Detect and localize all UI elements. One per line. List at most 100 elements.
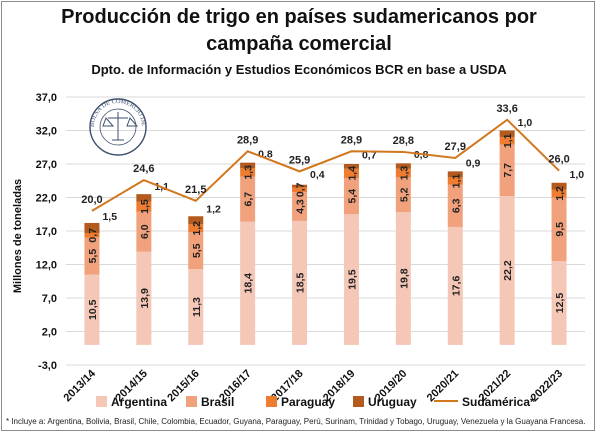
chart-title-line1: Producción de trigo en países sudamerica… (61, 6, 537, 28)
segment-label-argentina: 17,6 (450, 276, 462, 297)
segment-label-argentina: 13,9 (139, 288, 151, 309)
total-label: 27,9 (445, 141, 466, 153)
y-tick-label: 7,0 (42, 293, 57, 305)
y-tick-label: 17,0 (36, 226, 57, 238)
segment-label-argentina: 10,5 (87, 299, 99, 320)
bar-paraguay (551, 189, 567, 198)
bar-brasil (499, 144, 515, 197)
bar-paraguay (136, 201, 152, 212)
segment-label-brasil: 6,3 (450, 198, 462, 213)
bar-argentina (188, 269, 204, 345)
bar-uruguay (136, 194, 152, 202)
bar-paraguay (292, 187, 308, 193)
bar-argentina (136, 251, 152, 345)
svg-text:BOLSA DE COMERCIO DE ROSARIO: BOLSA DE COMERCIO DE ROSARIO (0, 0, 147, 128)
bar-argentina (292, 220, 308, 345)
segment-label-brasil: 4,3 (295, 199, 307, 214)
bar-argentina (447, 226, 463, 345)
total-label: 21,5 (185, 184, 206, 196)
segment-label-paraguay: 1,3 (398, 166, 410, 181)
bar-argentina (343, 214, 359, 345)
segment-label-argentina: 18,4 (243, 273, 255, 294)
segment-label-argentina: 19,5 (346, 269, 358, 290)
segment-label-brasil: 5,2 (398, 187, 410, 202)
segment-label-uruguay: 0,4 (310, 169, 325, 181)
bar-brasil (447, 184, 463, 227)
segment-label-uruguay: 0,9 (466, 157, 481, 169)
total-label: 24,6 (133, 163, 154, 175)
segment-label-brasil: 5,4 (346, 189, 358, 204)
segment-label-paraguay: 1,4 (346, 166, 358, 181)
bar-paraguay (84, 233, 100, 238)
bar-uruguay (292, 184, 308, 188)
bar-uruguay (395, 163, 411, 169)
y-tick-label: 2,0 (42, 327, 57, 339)
legend-swatch-brasil (186, 396, 197, 407)
total-label: 28,9 (341, 134, 362, 146)
segment-label-brasil: 5,5 (191, 243, 203, 258)
bar-uruguay (188, 216, 204, 225)
y-tick-label: 22,0 (36, 193, 57, 205)
segment-label-uruguay: 1,0 (570, 169, 585, 181)
legend-swatch-argentina (96, 396, 107, 407)
segment-label-uruguay: 1,0 (518, 117, 533, 129)
bar-argentina (499, 196, 515, 345)
legend-label: Paraguay (281, 395, 335, 409)
segment-label-brasil: 9,5 (554, 222, 566, 237)
bar-uruguay (343, 164, 359, 169)
total-label: 20,0 (81, 194, 102, 206)
bar-brasil (343, 178, 359, 215)
legend-label: Brasil (201, 395, 234, 409)
bar-stacks (84, 130, 567, 345)
bar-brasil (136, 211, 152, 252)
total-label: 28,9 (237, 134, 258, 146)
legend: Argentina Brasil Paraguay Uruguay Sudamérica… (96, 395, 535, 409)
bar-brasil (84, 237, 100, 275)
segment-label-argentina: 12,5 (554, 293, 566, 314)
gridlines (66, 96, 585, 366)
legend-label: Sudamérica* (462, 395, 535, 409)
chart-subtitle: Dpto. de Información y Estudios Económic… (91, 62, 507, 77)
legend-swatch-paraguay (266, 396, 277, 407)
segment-label-brasil: 6,7 (243, 192, 255, 207)
bar-brasil (395, 177, 411, 213)
bar-brasil (292, 192, 308, 221)
legend-swatch-uruguay (353, 396, 364, 407)
y-tick-label: 37,0 (36, 92, 57, 104)
y-tick-label: -3,0 (38, 360, 57, 372)
segment-label-brasil: 7,7 (502, 163, 514, 178)
segment-label-argentina: 11,3 (191, 297, 203, 317)
segment-label-paraguay: 1,1 (450, 174, 462, 189)
y-axis-ticks: 37,0 32,0 27,0 22,0 17,0 12,0 7,0 2,0 -3,0 (36, 92, 57, 372)
uruguay-labels: 1,51,11,20,80,40,7 0,80,91,01,0 (102, 117, 584, 223)
total-label: 33,6 (496, 103, 517, 115)
bar-uruguay (240, 162, 256, 169)
bar-paraguay (188, 224, 204, 233)
bar-paraguay (395, 168, 411, 178)
y-tick-label: 12,0 (36, 260, 57, 272)
total-label: 28,8 (393, 135, 414, 147)
bar-argentina (240, 221, 256, 345)
bar-brasil (551, 197, 567, 262)
bar-uruguay (447, 171, 463, 178)
bar-argentina (551, 261, 567, 345)
segment-label-argentina: 19,8 (398, 268, 410, 289)
sudamerica-polyline (91, 118, 560, 212)
total-label: 26,0 (548, 154, 569, 166)
bar-brasil (188, 232, 204, 270)
bar-uruguay (84, 222, 100, 234)
x-tick-label: 2013/14 (61, 367, 98, 404)
sudamerica-line (91, 118, 560, 212)
legend-label: Uruguay (368, 395, 417, 409)
chart-title-line2: campaña comercial (206, 33, 392, 55)
segment-label-paraguay: 1,1 (502, 133, 514, 148)
bar-uruguay (551, 182, 567, 190)
bar-paraguay (499, 137, 515, 145)
segment-label-brasil: 6,0 (139, 224, 151, 239)
segment-label-paraguay: 1,5 (139, 199, 151, 214)
footnote: * Incluye a: Argentina, Bolivia, Brasil,… (6, 417, 586, 426)
segment-label-brasil: 5,5 (87, 249, 99, 264)
segment-label-paraguay: 1,2 (191, 221, 203, 236)
